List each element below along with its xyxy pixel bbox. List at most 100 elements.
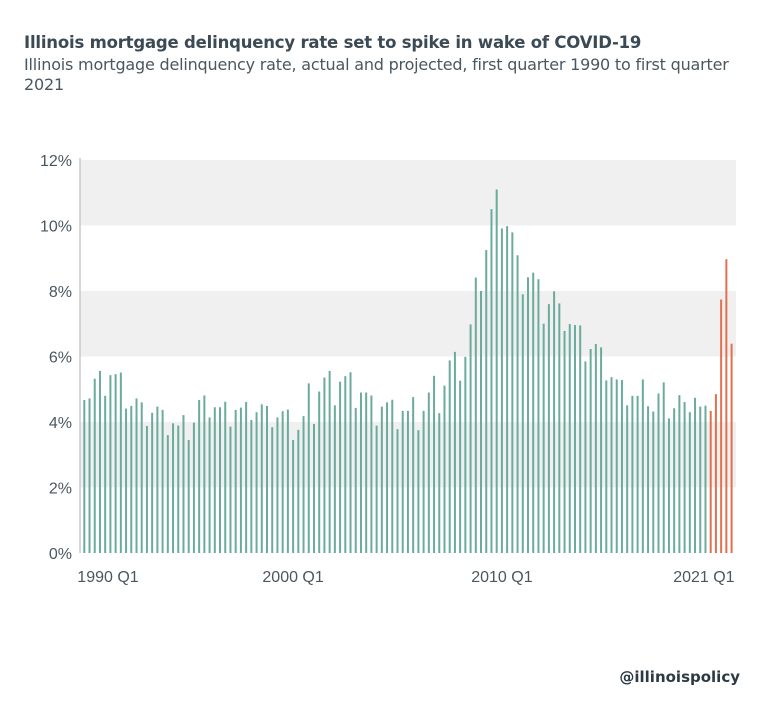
bar-actual	[401, 410, 404, 553]
bar-actual	[511, 232, 514, 553]
y-axis-ticks: 0% 2% 4% 6% 8% 10% 12%	[40, 153, 72, 563]
bar-actual	[412, 397, 415, 553]
bar-actual	[83, 400, 86, 553]
bar-actual	[516, 255, 519, 554]
bar-actual	[386, 402, 389, 553]
y-tick-label: 4%	[49, 415, 72, 432]
bar-actual	[647, 406, 650, 553]
bar-actual	[234, 409, 237, 553]
grid-band	[80, 225, 736, 291]
bar-actual	[130, 405, 133, 553]
bar-actual	[620, 380, 623, 553]
bar-actual	[443, 385, 446, 553]
bar-actual	[704, 405, 707, 553]
bar-actual	[375, 425, 378, 553]
bar-actual	[610, 377, 613, 553]
bar-projected	[730, 343, 733, 553]
chart-subtitle: Illinois mortgage delinquency rate, actu…	[24, 55, 729, 94]
bar-actual	[307, 383, 310, 553]
bar-actual	[344, 376, 347, 553]
bar-actual	[213, 407, 216, 553]
bar-actual	[370, 395, 373, 553]
bar-actual	[652, 411, 655, 553]
bar-actual	[605, 380, 608, 553]
bar-actual	[93, 378, 96, 553]
bar-actual	[464, 356, 467, 553]
bar-actual	[480, 291, 483, 553]
bar-actual	[380, 406, 383, 553]
bar-actual	[145, 425, 148, 553]
bar-actual	[135, 398, 138, 553]
bar-actual	[359, 392, 362, 553]
bar-actual	[417, 430, 420, 553]
x-tick-label: 2021 Q1	[673, 569, 734, 586]
y-tick-label: 0%	[49, 546, 72, 563]
bar-actual	[349, 372, 352, 553]
bar-actual	[657, 393, 660, 553]
bar-actual	[328, 370, 331, 553]
bar-actual	[260, 404, 263, 553]
bar-actual	[542, 323, 545, 553]
bar-actual	[104, 395, 107, 553]
bar-actual	[297, 429, 300, 553]
bar-actual	[312, 423, 315, 553]
bar-actual	[276, 417, 279, 553]
bar-actual	[641, 379, 644, 553]
bar-actual	[678, 395, 681, 553]
bar-actual	[182, 415, 185, 553]
bar-actual	[151, 412, 154, 553]
bar-actual	[485, 250, 488, 553]
bar-actual	[208, 417, 211, 553]
bar-actual	[694, 397, 697, 553]
bar-projected	[720, 299, 723, 553]
bar-actual	[537, 279, 540, 553]
bar-actual	[391, 399, 394, 553]
bar-actual	[396, 429, 399, 553]
x-axis-ticks: 1990 Q1 2000 Q1 2010 Q1 2021 Q1	[77, 569, 734, 586]
bar-actual	[219, 407, 222, 553]
bar-actual	[667, 418, 670, 553]
bar-actual	[239, 407, 242, 553]
source-handle: @illinoispolicy	[619, 668, 740, 686]
y-tick-label: 2%	[49, 481, 72, 498]
bar-actual	[156, 406, 159, 553]
bar-actual	[333, 405, 336, 553]
bar-projected	[709, 410, 712, 553]
bar-actual	[589, 348, 592, 553]
grid-band	[80, 160, 736, 226]
bar-actual	[281, 411, 284, 553]
bar-actual	[318, 391, 321, 553]
bar-actual	[172, 423, 175, 553]
bar-actual	[198, 400, 201, 553]
bar-actual	[490, 209, 493, 553]
bar-actual	[427, 392, 430, 553]
grid-band	[80, 291, 736, 357]
bar-actual	[453, 351, 456, 553]
bar-actual	[187, 440, 190, 553]
bar-actual	[527, 277, 529, 553]
chart-title: Illinois mortgage delinquency rate set t…	[24, 33, 642, 52]
bar-actual	[459, 380, 462, 553]
bar-actual	[448, 360, 451, 553]
bar-actual	[594, 344, 597, 553]
bar-actual	[547, 304, 550, 553]
bar-actual	[255, 412, 258, 553]
y-tick-label: 10%	[40, 219, 72, 236]
bar-actual	[323, 377, 326, 553]
bar-actual	[161, 409, 164, 553]
y-tick-label: 12%	[40, 153, 72, 170]
bar-actual	[98, 370, 101, 553]
bar-actual	[203, 395, 206, 553]
bar-actual	[302, 416, 305, 553]
bar-actual	[125, 408, 128, 553]
bar-actual	[88, 398, 91, 553]
bar-actual	[615, 379, 618, 553]
bar-actual	[166, 435, 169, 553]
bar-actual	[553, 291, 556, 553]
bars	[83, 189, 733, 554]
x-tick-label: 1990 Q1	[77, 569, 138, 586]
bar-actual	[688, 412, 691, 553]
bar-actual	[506, 226, 509, 553]
bar-actual	[662, 382, 665, 553]
